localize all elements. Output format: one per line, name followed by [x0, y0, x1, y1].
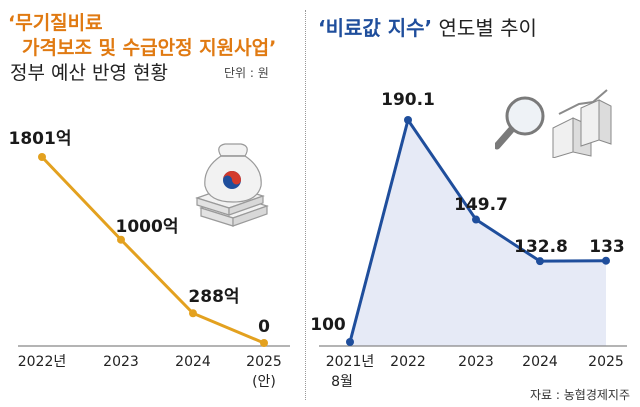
left-series-line — [40, 155, 265, 345]
left-value-label-2: 288억 — [188, 287, 239, 307]
left-value-label-1: 1000억 — [116, 217, 179, 237]
right-series-area — [350, 120, 606, 346]
left-category-sub-3: (안) — [252, 374, 276, 390]
magnifier-chart-icon — [495, 89, 612, 158]
right-title-highlight: ‘비료값 지수’ — [318, 16, 433, 40]
left-category-label-1: 2023 — [103, 354, 139, 370]
right-value-label-4: 133 — [589, 237, 625, 257]
right-category-label-3: 2024 — [522, 354, 558, 370]
right-point-2 — [472, 215, 480, 224]
right-point-3 — [536, 257, 544, 266]
right-chart: 100 190.1 149.7 132.8 133 2021년 8월 2022 2023 202… — [310, 90, 627, 390]
right-value-label-2: 149.7 — [454, 195, 508, 215]
right-category-label-0: 2021년 — [326, 354, 375, 370]
left-title-line3: 정부 예산 반영 현황 — [10, 62, 168, 84]
panel-divider — [305, 10, 306, 400]
right-point-0 — [346, 338, 354, 346]
right-category-label-2: 2023 — [458, 354, 494, 370]
right-point-4 — [602, 256, 610, 265]
right-title: ‘비료값 지수’ 연도별 추이 — [318, 12, 537, 41]
right-point-1 — [404, 116, 412, 124]
right-value-label-3: 132.8 — [514, 237, 568, 257]
right-category-sub-0: 8월 — [331, 374, 353, 390]
right-value-label-0: 100 — [310, 315, 346, 335]
left-point-2 — [189, 309, 197, 318]
right-title-rest: 연도별 추이 — [432, 16, 537, 40]
left-title-line2: 가격보조 및 수급안정 지원사업’ — [22, 37, 277, 59]
left-value-label-0: 1801억 — [9, 129, 72, 149]
left-chart: 1801억 1000억 288억 0 2022년 2023 2024 2025 (안) — [9, 129, 290, 390]
left-title-line1: ‘무기질비료 — [8, 12, 103, 34]
left-category-label-2: 2024 — [175, 354, 211, 370]
right-value-label-1: 190.1 — [381, 90, 435, 110]
left-category-label-0: 2022년 — [18, 354, 67, 370]
right-category-label-1: 2022 — [390, 354, 426, 370]
left-unit-label: 단위 : 원 — [224, 66, 269, 80]
left-point-3 — [260, 339, 268, 347]
left-category-label-3: 2025 — [246, 354, 282, 370]
right-category-label-4: 2025 — [588, 354, 624, 370]
left-value-label-3: 0 — [258, 317, 270, 337]
left-point-1 — [117, 235, 125, 244]
money-bag-icon — [195, 143, 269, 227]
source-label: 자료 : 농협경제지주 — [530, 388, 630, 402]
left-point-0 — [38, 153, 46, 161]
